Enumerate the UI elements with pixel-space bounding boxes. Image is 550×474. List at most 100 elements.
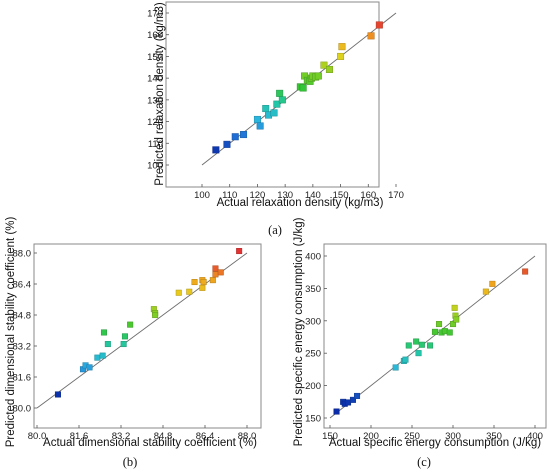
chart-c-points (333, 268, 529, 415)
chart-c-point-23 (482, 288, 489, 295)
chart-b-point-5 (99, 352, 106, 359)
chart-c-ylabel: Predicted specific energy consumption (J… (293, 217, 305, 446)
chart-c-point-11 (415, 350, 422, 357)
chart-c-point-13 (427, 342, 434, 349)
chart-b-xtick-label-1: 81.6 (70, 431, 89, 442)
chart-c-panel-label: (c) (417, 455, 431, 469)
chart-b-point-8 (120, 341, 127, 348)
chart-c-ytick-label-3: 300 (305, 316, 321, 327)
chart-b-ytick-label-4: 86.4 (13, 280, 32, 291)
chart-b-ytick-label-5: 88.0 (13, 249, 32, 260)
chart-b-point-22 (212, 265, 219, 272)
chart-c-ytick-label-1: 200 (305, 381, 321, 392)
chart-b-point-16 (191, 279, 198, 286)
chart-a-xtick-label-1: 110 (222, 190, 237, 201)
chart-a-point-5 (256, 122, 264, 130)
chart-a-yticks: 100 110 120 130 140 150 160 170 (147, 9, 169, 172)
chart-a-point-20 (314, 72, 322, 80)
chart-c-frame (323, 243, 547, 429)
chart-a-point-2 (231, 133, 239, 141)
chart-a-xtick-label-7: 170 (388, 190, 404, 201)
chart-a-ytick-label-5: 150 (147, 52, 163, 63)
chart-c-point-15 (436, 321, 443, 328)
chart-c-point-20 (451, 304, 458, 311)
chart-c-xtick-label-5: 400 (527, 431, 543, 442)
chart-c-xlabel: Actual specific energy consumption (J/kg… (329, 437, 541, 449)
chart-a-ytick-label-4: 140 (147, 74, 163, 85)
chart-b-point-13 (152, 312, 159, 319)
chart-c-point-24 (489, 280, 496, 287)
chart-a-ytick-label-0: 100 (147, 161, 163, 172)
chart-a-xlabel: Actual relaxation density (kg/m3) (217, 197, 384, 209)
chart-a-panel-label: (a) (268, 223, 282, 237)
chart-a-xtick-label-6: 160 (360, 190, 376, 201)
chart-a-xtick-label-2: 120 (249, 190, 265, 201)
chart-a-point-0 (212, 146, 220, 154)
chart-a-xtick-label-0: 100 (194, 190, 210, 201)
chart-b-xtick-label-5: 88.0 (238, 431, 257, 442)
chart-c-xtick-label-2: 250 (404, 431, 420, 442)
chart-b-ylabel: Predicted dimensional stability coeffici… (5, 217, 17, 448)
chart-b-ytick-label-2: 83.2 (13, 342, 32, 353)
chart-b-point-7 (104, 341, 111, 348)
chart-b-point-3 (86, 364, 93, 371)
chart-a-points (212, 21, 383, 154)
chart-b-point-19 (200, 279, 207, 286)
chart-a-ytick-label-3: 130 (147, 95, 163, 106)
chart-c-point-14 (431, 328, 438, 335)
chart-a-xtick-label-5: 150 (333, 190, 349, 201)
chart-c-point-4 (349, 396, 356, 403)
chart-b-point-6 (100, 329, 107, 336)
chart-b-xticks: 80.0 81.6 83.2 84.8 86.4 88.0 (28, 425, 257, 442)
chart-c-xtick-label-4: 350 (486, 431, 502, 442)
chart-a-point-26 (375, 21, 383, 29)
chart-c-xtick-label-3: 300 (445, 431, 461, 442)
chart-b-ytick-label-3: 84.8 (13, 311, 32, 322)
chart-c-yticks: 150 200 250 300 350 400 (305, 252, 327, 425)
chart-a-point-23 (337, 52, 345, 60)
chart-c-point-5 (354, 392, 361, 399)
chart-b-point-14 (175, 289, 182, 296)
chart-b-xtick-label-4: 86.4 (196, 431, 215, 442)
chart-c-reference-line (329, 255, 536, 419)
chart-a-ytick-label-2: 120 (147, 117, 163, 128)
chart-b-point-15 (186, 288, 193, 295)
chart-b-point-20 (209, 277, 216, 284)
chart-c-xtick-label-1: 200 (363, 431, 379, 442)
chart-b-xtick-label-3: 84.8 (154, 431, 173, 442)
chart-c-point-19 (450, 321, 457, 328)
chart-c-point-10 (413, 338, 420, 345)
chart-a-point-3 (240, 131, 248, 139)
chart-a-point-1 (223, 140, 231, 148)
chart-b-point-10 (127, 321, 134, 328)
chart-a-ytick-label-1: 110 (148, 139, 163, 150)
chart-a-point-22 (325, 65, 333, 73)
chart-c-xticks: 150 200 250 300 350 400 (322, 425, 543, 442)
chart-a-point-25 (367, 32, 375, 40)
chart-a-frame (165, 1, 380, 188)
chart-c-point-0 (333, 408, 340, 415)
chart-a-point-11 (278, 96, 286, 104)
chart-c-ytick-label-4: 350 (305, 284, 321, 295)
chart-a-point-13 (299, 84, 307, 92)
chart-c-point-6 (392, 364, 399, 371)
chart-b-xtick-label-2: 83.2 (112, 431, 131, 442)
chart-b-points (54, 248, 243, 398)
chart-a-ytick-label-7: 170 (147, 9, 163, 20)
chart-b-xlabel: Actual dimensional stability coefficient… (43, 437, 257, 449)
chart-b-point-24 (236, 248, 243, 255)
chart-b-yticks: 80.0 81.6 83.2 84.8 86.4 88.0 (13, 249, 37, 415)
chart-a-xticks: 100 110 120 130 140 150 160 170 (194, 184, 404, 201)
chart-b-point-23 (217, 269, 224, 276)
chart-b-point-18 (199, 284, 206, 291)
chart-a-point-9 (273, 100, 281, 108)
chart-b-xtick-label-0: 80.0 (28, 431, 47, 442)
chart-c-point-9 (405, 342, 412, 349)
chart-c-point-12 (418, 341, 425, 348)
chart-c-xtick-label-0: 150 (322, 431, 338, 442)
chart-a-xtick-label-3: 130 (277, 190, 293, 201)
chart-b-point-9 (121, 333, 128, 340)
